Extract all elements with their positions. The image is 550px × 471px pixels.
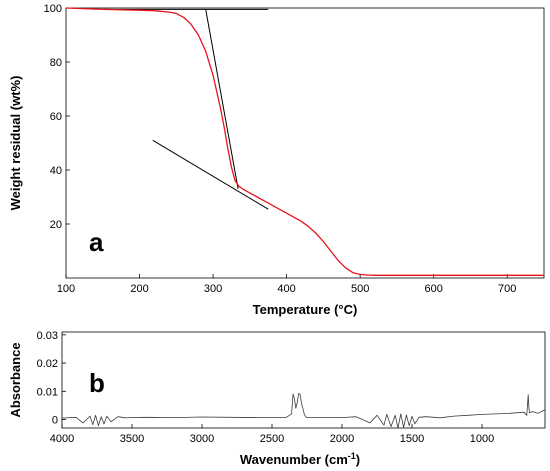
ftir-panel-label: b	[89, 368, 105, 398]
ftir-chart: 4000 3500 3000 2500 2000 1500 1000 0 0.01 0.02 0.…	[8, 330, 546, 467]
tga-tangent-lines	[102, 8, 269, 210]
ftir-y-tick-label: 0.01	[37, 386, 58, 398]
tga-plot-frame	[65, 7, 545, 279]
tga-tangent-line	[205, 9, 239, 189]
ftir-x-tick-labels: 4000 3500 3000 2500 2000 1500 1000	[50, 433, 494, 445]
tga-y-axis-label: Weight residual (wt%)	[8, 76, 23, 211]
ftir-plot-frame	[61, 331, 546, 429]
tga-y-tick-label: 60	[50, 111, 62, 123]
tga-x-tick-label: 400	[277, 283, 295, 295]
ftir-x-tick-label: 2000	[330, 433, 354, 445]
ftir-x-tick-label: 1000	[470, 433, 494, 445]
tga-y-tick-label: 40	[50, 165, 62, 177]
ftir-x-axis-label-sup: -1	[348, 451, 356, 461]
tga-tangent-line	[152, 139, 269, 210]
ftir-absorbance-curve	[61, 393, 546, 429]
ftir-x-tick-label: 3000	[190, 433, 214, 445]
tga-x-axis-label: Temperature (°C)	[253, 302, 358, 317]
ftir-x-tick-label: 2500	[260, 433, 284, 445]
tga-y-tick-label: 20	[50, 219, 62, 231]
tga-chart: 100 200 300 400 500 600 700 20 40 60 80 100 Temper…	[8, 3, 545, 317]
tga-y-tick-label: 100	[44, 3, 62, 15]
tga-series	[65, 7, 544, 276]
ftir-y-tick-labels: 0 0.01 0.02 0.03	[37, 330, 58, 427]
tga-x-tick-label: 100	[57, 283, 75, 295]
tga-x-tick-label: 600	[425, 283, 443, 295]
ftir-x-axis-label-end: )	[356, 452, 360, 467]
tga-x-tick-labels: 100 200 300 400 500 600 700	[57, 283, 517, 295]
ftir-x-axis-label: Wavenumber (cm-1)	[240, 451, 360, 467]
ftir-series	[61, 393, 546, 429]
ftir-y-tick-label: 0	[52, 415, 58, 427]
ftir-ticks	[61, 334, 483, 428]
tga-y-tick-labels: 20 40 60 80 100	[44, 3, 62, 231]
tga-x-tick-label: 500	[351, 283, 369, 295]
tga-x-tick-label: 700	[498, 283, 516, 295]
tga-ticks	[65, 7, 508, 278]
ftir-x-tick-label: 1500	[400, 433, 424, 445]
ftir-y-tick-label: 0.03	[37, 330, 58, 342]
ftir-x-axis-label-main: Wavenumber (cm	[240, 452, 348, 467]
tga-weight-curve	[65, 7, 544, 276]
tga-x-tick-label: 300	[204, 283, 222, 295]
ftir-x-tick-label: 4000	[50, 433, 74, 445]
ftir-x-tick-label: 3500	[120, 433, 144, 445]
tga-x-tick-label: 200	[130, 283, 148, 295]
ftir-y-tick-label: 0.02	[37, 358, 58, 370]
ftir-y-axis-label: Absorbance	[8, 342, 23, 417]
tga-panel-label: a	[89, 227, 104, 257]
tga-y-tick-label: 80	[50, 57, 62, 69]
